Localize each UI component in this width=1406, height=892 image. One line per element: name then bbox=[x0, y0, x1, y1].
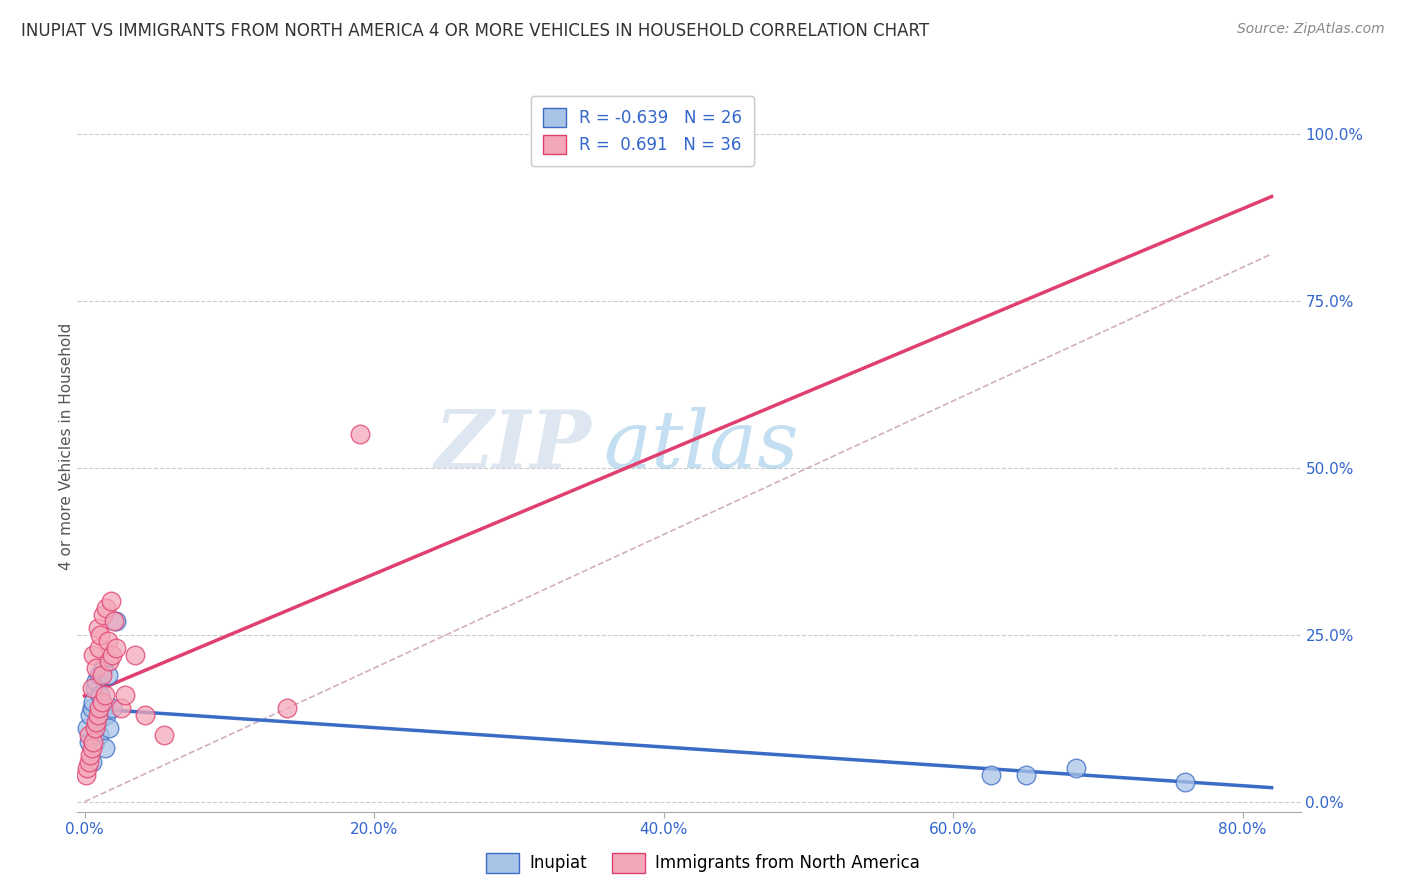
Point bbox=[349, 427, 371, 442]
Text: INUPIAT VS IMMIGRANTS FROM NORTH AMERICA 4 OR MORE VEHICLES IN HOUSEHOLD CORRELA: INUPIAT VS IMMIGRANTS FROM NORTH AMERICA… bbox=[21, 22, 929, 40]
Point bbox=[87, 701, 110, 715]
Point bbox=[98, 655, 121, 669]
Point bbox=[79, 707, 101, 722]
Point bbox=[110, 701, 132, 715]
Point bbox=[1174, 774, 1197, 789]
Point bbox=[79, 747, 101, 762]
Text: atlas: atlas bbox=[603, 408, 799, 484]
Point bbox=[87, 667, 110, 681]
Point bbox=[94, 741, 117, 756]
Point bbox=[76, 721, 98, 735]
Point bbox=[91, 667, 114, 681]
Y-axis label: 4 or more Vehicles in Household: 4 or more Vehicles in Household bbox=[59, 322, 73, 570]
Point bbox=[980, 768, 1002, 782]
Point bbox=[83, 721, 105, 735]
Point bbox=[153, 728, 176, 742]
Point bbox=[80, 741, 103, 756]
Point bbox=[80, 755, 103, 769]
Point bbox=[114, 688, 136, 702]
Point bbox=[89, 688, 111, 702]
Point bbox=[101, 648, 124, 662]
Point bbox=[105, 615, 128, 629]
Point bbox=[75, 768, 97, 782]
Point bbox=[1014, 768, 1036, 782]
Point bbox=[276, 701, 298, 715]
Point bbox=[87, 641, 110, 656]
Point bbox=[93, 661, 115, 675]
Point bbox=[1064, 761, 1087, 775]
Point bbox=[97, 667, 120, 681]
Point bbox=[82, 694, 104, 708]
Point bbox=[83, 681, 105, 695]
Point bbox=[77, 728, 100, 742]
Point bbox=[84, 714, 107, 729]
Point bbox=[96, 601, 118, 615]
Point bbox=[76, 761, 98, 775]
Point bbox=[83, 734, 105, 748]
Point bbox=[82, 734, 104, 748]
Legend: Inupiat, Immigrants from North America: Inupiat, Immigrants from North America bbox=[479, 847, 927, 880]
Point bbox=[86, 621, 108, 635]
Point bbox=[84, 674, 107, 689]
Point bbox=[94, 688, 117, 702]
Point bbox=[124, 648, 146, 662]
Point bbox=[91, 694, 114, 708]
Point bbox=[86, 714, 108, 729]
Point bbox=[98, 721, 121, 735]
Point bbox=[96, 707, 118, 722]
Point bbox=[77, 755, 100, 769]
Point bbox=[87, 728, 110, 742]
Point bbox=[100, 594, 122, 608]
Point bbox=[84, 721, 107, 735]
Point bbox=[84, 661, 107, 675]
Point bbox=[77, 734, 100, 748]
Point bbox=[103, 615, 125, 629]
Point bbox=[93, 607, 115, 622]
Point bbox=[134, 707, 156, 722]
Point bbox=[89, 628, 111, 642]
Point bbox=[97, 634, 120, 648]
Text: Source: ZipAtlas.com: Source: ZipAtlas.com bbox=[1237, 22, 1385, 37]
Text: ZIP: ZIP bbox=[434, 408, 591, 484]
Point bbox=[82, 648, 104, 662]
Point bbox=[80, 681, 103, 695]
Point bbox=[105, 641, 128, 656]
Point bbox=[80, 701, 103, 715]
Point bbox=[101, 701, 124, 715]
Point bbox=[91, 707, 114, 722]
Point bbox=[86, 707, 108, 722]
Legend: R = -0.639   N = 26, R =  0.691   N = 36: R = -0.639 N = 26, R = 0.691 N = 36 bbox=[531, 96, 754, 166]
